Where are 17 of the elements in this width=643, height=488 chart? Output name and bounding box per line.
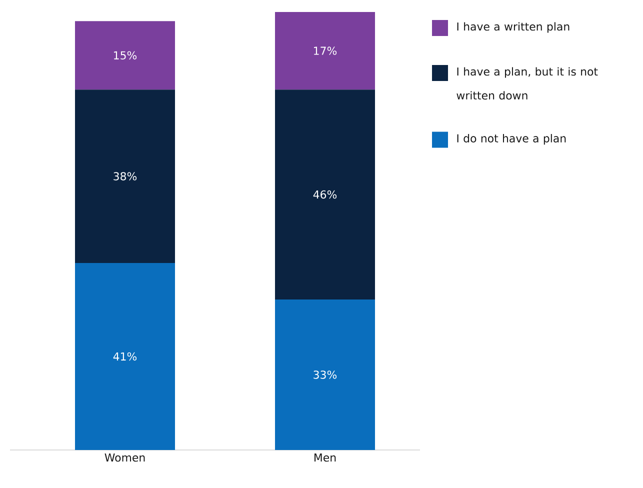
x-tick-label: Women (104, 454, 145, 462)
data-label: 17% (314, 46, 337, 55)
bar (75, 21, 176, 90)
bar (275, 90, 376, 300)
data-label: 41% (113, 352, 137, 361)
data-label: 38% (114, 172, 137, 180)
data-label: 46% (313, 190, 337, 199)
legend-label: I do not have a plan (457, 134, 566, 145)
data-label: 15% (114, 51, 137, 60)
text: I have a plan, but it is not written down (456, 67, 598, 100)
x-tick-label: Men (314, 454, 336, 462)
data-label: 33% (314, 370, 337, 379)
bar (275, 12, 376, 90)
bar (275, 299, 376, 450)
legend-label: I have a written plan (457, 22, 570, 33)
bar (75, 90, 176, 263)
bar (75, 262, 176, 450)
